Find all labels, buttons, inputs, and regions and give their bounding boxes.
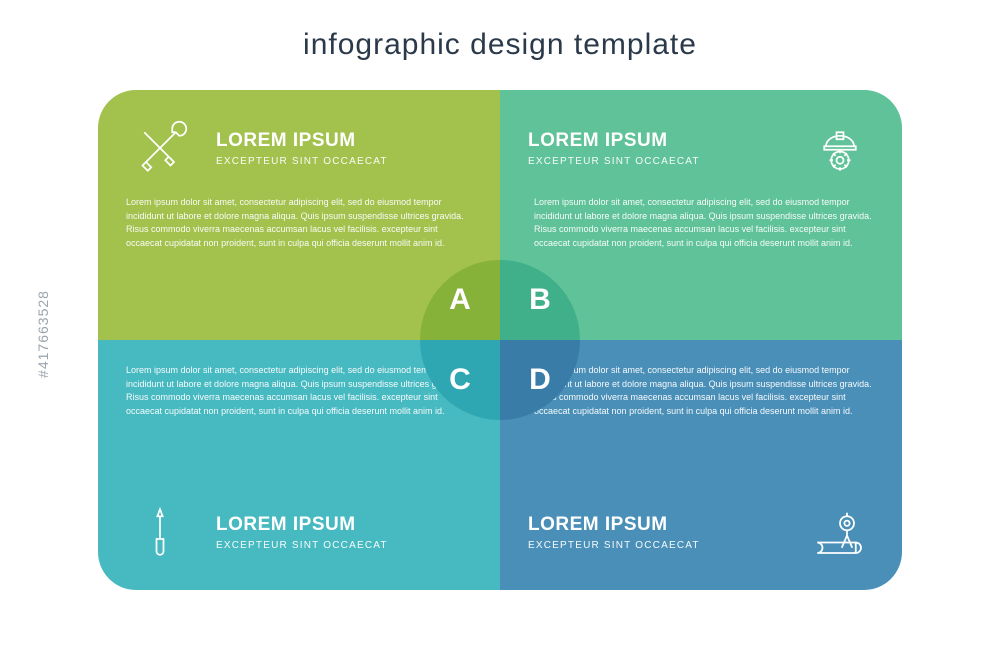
panel-a-subheading: EXCEPTEUR SINT OCCAECAT [216,156,472,167]
panel-a-body: Lorem ipsum dolor sit amet, consectetur … [126,196,466,250]
screwdriver-icon [126,498,194,566]
panel-d-heading: LOREM IPSUM [528,514,784,536]
panel-d-body: Lorem ipsum dolor sit amet, consectetur … [534,364,874,418]
stock-watermark: #417663528 [35,290,51,378]
panel-c-header: LOREM IPSUM EXCEPTEUR SINT OCCAECAT [126,498,472,566]
panel-b-subheading: EXCEPTEUR SINT OCCAECAT [528,156,784,167]
panel-b-header: LOREM IPSUM EXCEPTEUR SINT OCCAECAT [528,114,874,182]
panel-a-heading: LOREM IPSUM [216,130,472,152]
panel-d-header: LOREM IPSUM EXCEPTEUR SINT OCCAECAT [528,498,874,566]
panel-a-header: LOREM IPSUM EXCEPTEUR SINT OCCAECAT [126,114,472,182]
panel-d-subheading: EXCEPTEUR SINT OCCAECAT [528,540,784,551]
panel-b-heading: LOREM IPSUM [528,130,784,152]
hardhat-gear-icon [806,114,874,182]
wrench-screwdriver-icon [126,114,194,182]
panel-c-subheading: EXCEPTEUR SINT OCCAECAT [216,540,472,551]
page-title: infographic design template [0,28,1000,62]
blueprint-surveyor-icon [806,498,874,566]
panel-c-heading: LOREM IPSUM [216,514,472,536]
panel-c-body: Lorem ipsum dolor sit amet, consectetur … [126,364,466,418]
panel-b-body: Lorem ipsum dolor sit amet, consectetur … [534,196,874,250]
